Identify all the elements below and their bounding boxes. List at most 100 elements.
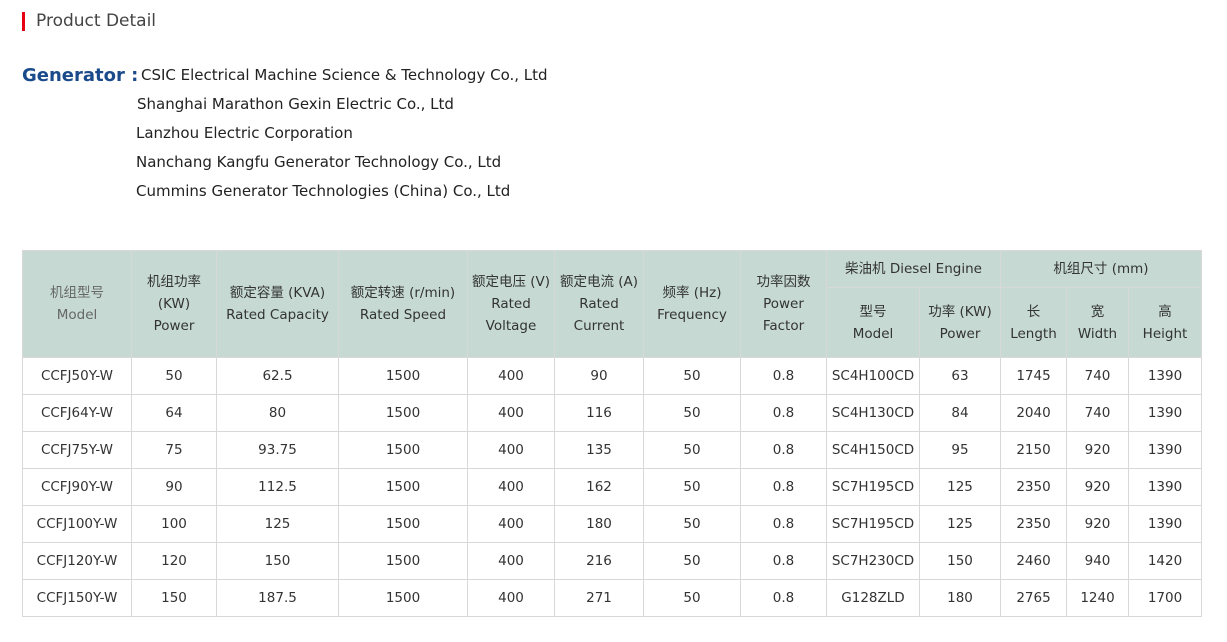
table-cell: 50 [643,505,741,543]
header-model-line: 机组型号 [50,285,104,301]
company-item: Shanghai Marathon Gexin Electric Co., Lt… [137,95,454,113]
table-cell: SC7H195CD [826,468,920,506]
table-cell: 2040 [1000,394,1067,432]
section-title: Product Detail [22,10,156,32]
table-cell: 150 [131,579,217,617]
header-length-line: 长 [1026,303,1041,320]
header-current-line: Rated [579,296,619,312]
table-row: CCFJ75Y-W 75 93.75 1500 400 135 50 0.8 SC4H150CD… [22,431,1202,469]
table-cell: 1500 [338,505,468,543]
header-speed-line: Rated Speed [359,307,447,323]
header-height-line: Height [1142,325,1188,342]
table-cell: G128ZLD [826,579,920,617]
table-cell: 0.8 [740,357,827,395]
table-cell: 125 [216,505,339,543]
table-cell: 0.8 [740,505,827,543]
table-cell: 80 [216,394,339,432]
table-cell: 1390 [1128,431,1202,469]
table-cell: CCFJ120Y-W [22,542,132,580]
table-cell: SC4H100CD [826,357,920,395]
table-cell: CCFJ75Y-W [22,431,132,469]
table-cell: 0.8 [740,468,827,506]
table-cell: 2350 [1000,468,1067,506]
table-row: CCFJ150Y-W 150 187.5 1500 400 271 50 0.8 G128ZLD… [22,579,1202,617]
header-power-line: 机组功率 [147,274,201,290]
table-cell: 400 [467,505,555,543]
table-cell: 95 [919,431,1001,469]
table-cell: 271 [554,579,644,617]
table-cell: 93.75 [216,431,339,469]
table-cell: 2765 [1000,579,1067,617]
table-cell: 400 [467,542,555,580]
table-cell: 75 [131,431,217,469]
table-cell: 62.5 [216,357,339,395]
table-cell: 50 [643,542,741,580]
table-cell: SC7H230CD [826,542,920,580]
table-cell: 187.5 [216,579,339,617]
product-spec-table: 机组型号 Model 机组功率 (KW) Power 额定容量 (KVA) Rated Ca… [22,250,1202,617]
table-cell: 90 [131,468,217,506]
header-speed: 额定转速 (r/min) Rated Speed [338,250,468,358]
header-power-line: (KW) [157,296,191,312]
table-cell: 940 [1066,542,1129,580]
header-current-line: Current [573,318,625,334]
table-cell: 1500 [338,394,468,432]
header-power-factor-line: 功率因数 [756,274,811,290]
header-model-line: Model [56,307,98,323]
table-cell: SC4H150CD [826,431,920,469]
header-frequency-line: 频率 (Hz) [662,285,722,301]
table-cell: 1500 [338,542,468,580]
table-cell: 2350 [1000,505,1067,543]
header-model: 机组型号 Model [22,250,132,358]
header-capacity-line: Rated Capacity [226,307,329,323]
table-cell: SC4H130CD [826,394,920,432]
header-height-line: 高 [1158,303,1172,320]
table-cell: 400 [467,579,555,617]
header-power-line: Power [153,318,195,334]
table-cell: 0.8 [740,394,827,432]
table-cell: 400 [467,394,555,432]
table-cell: 100 [131,505,217,543]
header-capacity: 额定容量 (KVA) Rated Capacity [216,250,339,358]
table-cell: 2460 [1000,542,1067,580]
header-voltage-line: Rated [491,296,531,312]
company-item: Lanzhou Electric Corporation [136,124,353,142]
table-cell: 920 [1066,505,1129,543]
table-cell: 125 [919,505,1001,543]
table-cell: 50 [643,579,741,617]
generator-label: Generator : [22,65,139,86]
table-cell: 150 [919,542,1001,580]
table-cell: 50 [643,394,741,432]
table-cell: 180 [919,579,1001,617]
table-cell: SC7H195CD [826,505,920,543]
table-cell: 50 [643,468,741,506]
table-cell: 1390 [1128,505,1202,543]
table-row: CCFJ100Y-W 100 125 1500 400 180 50 0.8 SC7H195CD… [22,505,1202,543]
header-frequency: 频率 (Hz) Frequency [643,250,741,358]
title-accent-bar [22,11,25,31]
table-cell: CCFJ64Y-W [22,394,132,432]
table-cell: 740 [1066,394,1129,432]
header-width-line: Width [1077,325,1118,342]
table-row: CCFJ120Y-W 120 150 1500 400 216 50 0.8 SC7H230CD… [22,542,1202,580]
header-frequency-line: Frequency [657,307,727,323]
table-row: CCFJ64Y-W 64 80 1500 400 116 50 0.8 SC4H130CD 84 2… [22,394,1202,432]
header-length: 长 Length [1000,287,1067,358]
table-cell: 400 [467,468,555,506]
company-item: Nanchang Kangfu Generator Technology Co.… [136,153,502,171]
header-voltage: 额定电压 (V) Rated Voltage [467,250,555,358]
table-cell: 135 [554,431,644,469]
table-cell: 180 [554,505,644,543]
table-cell: 162 [554,468,644,506]
table-cell: 120 [131,542,217,580]
table-cell: 1500 [338,468,468,506]
table-cell: 216 [554,542,644,580]
table-cell: 400 [467,431,555,469]
table-cell: 0.8 [740,542,827,580]
header-diesel-power-line: 功率 (KW) [928,303,992,320]
table-cell: 150 [216,542,339,580]
table-cell: 400 [467,357,555,395]
table-cell: 1390 [1128,357,1202,395]
table-cell: CCFJ150Y-W [22,579,132,617]
table-cell: 50 [643,357,741,395]
